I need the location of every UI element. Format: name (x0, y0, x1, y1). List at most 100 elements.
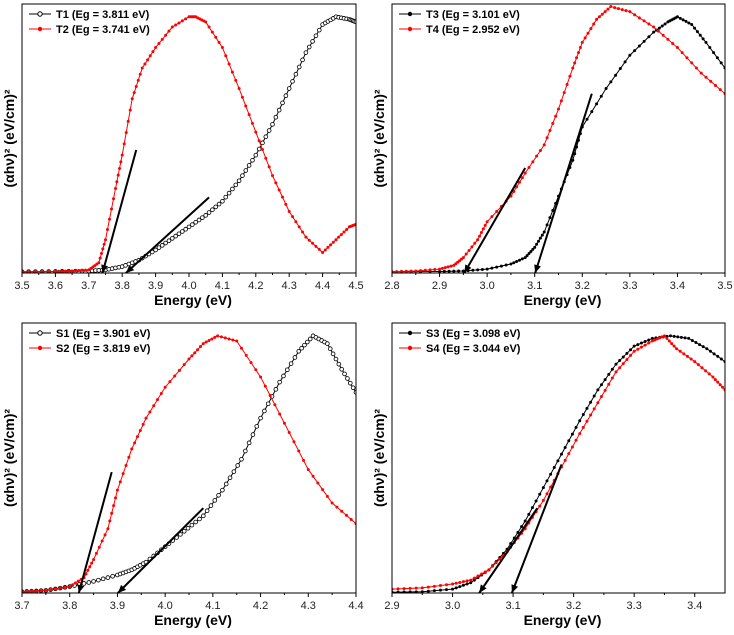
data-point (116, 173, 120, 177)
data-point (607, 372, 611, 376)
series-line-2 (22, 335, 356, 593)
data-point (669, 334, 673, 338)
data-point (718, 383, 722, 387)
data-point (345, 227, 349, 231)
data-point (259, 375, 263, 379)
x-tick-label: 4.4 (348, 600, 363, 612)
data-point (476, 574, 480, 578)
data-point (589, 400, 593, 404)
data-point (267, 165, 271, 169)
eg-arrow-icon (534, 264, 541, 273)
data-point (678, 16, 682, 20)
data-point (709, 79, 713, 83)
data-point (220, 46, 224, 50)
data-point (220, 487, 225, 493)
data-point (665, 336, 669, 340)
data-point (97, 261, 101, 265)
data-point (610, 376, 614, 380)
data-point (200, 215, 205, 220)
data-point (110, 511, 114, 515)
data-point (316, 27, 322, 33)
data-point (271, 174, 274, 178)
data-point (240, 173, 245, 178)
data-point (287, 431, 291, 435)
data-point (535, 242, 539, 246)
data-point (485, 220, 489, 224)
data-point (296, 348, 302, 354)
data-point (483, 223, 487, 227)
data-point (637, 44, 641, 48)
data-point (156, 398, 160, 402)
data-point (485, 267, 489, 271)
chart-panel-4: 2.9 3.0 3.1 3.2 3.3 3.4 Energy (eV) (αhν)² (eV/… (371, 322, 726, 628)
series-line-2 (22, 16, 356, 273)
data-point (542, 230, 546, 234)
data-point (408, 590, 412, 593)
x-tick-label: 3.9 (148, 280, 163, 292)
data-point (613, 6, 617, 10)
data-point (342, 230, 346, 234)
data-point (253, 152, 259, 158)
data-point (599, 395, 603, 399)
data-point (201, 342, 205, 346)
data-point (402, 590, 406, 593)
data-point (160, 37, 164, 41)
data-point (660, 24, 664, 28)
data-point (135, 435, 139, 439)
data-point (672, 344, 676, 348)
data-point (581, 425, 585, 429)
data-point (88, 565, 92, 569)
data-point (33, 270, 37, 273)
fit-line-1 (510, 464, 563, 594)
data-point (440, 266, 444, 270)
data-point (339, 366, 344, 372)
data-point (273, 387, 279, 392)
data-point (452, 269, 456, 273)
data-point (265, 401, 271, 407)
series-line-2 (392, 6, 725, 273)
data-point (216, 201, 222, 207)
data-point (159, 243, 165, 248)
data-point (63, 585, 67, 589)
data-point (101, 247, 105, 251)
data-point (329, 243, 333, 247)
data-point (479, 231, 483, 235)
x-tick-label: 3.2 (575, 280, 590, 292)
data-point (264, 156, 268, 160)
data-point (512, 536, 516, 540)
data-point (432, 589, 436, 593)
x-tick-label: 3.7 (81, 280, 96, 292)
data-point (671, 41, 675, 45)
data-point (444, 583, 448, 587)
data-point (581, 413, 585, 417)
data-point (700, 366, 704, 370)
data-point (545, 136, 549, 140)
fit-line-1 (117, 507, 205, 594)
data-point (636, 347, 640, 351)
series-line-1 (22, 335, 356, 593)
data-point (461, 256, 465, 260)
data-point (592, 407, 596, 411)
data-point (148, 54, 152, 58)
data-point (414, 590, 418, 593)
data-point (545, 479, 549, 483)
data-point (63, 269, 67, 273)
data-point (138, 428, 142, 432)
data-point (230, 70, 234, 74)
data-point (224, 54, 228, 58)
data-point (690, 22, 694, 26)
data-point (311, 241, 315, 245)
data-point (633, 49, 637, 53)
data-point (223, 194, 229, 200)
data-point (690, 61, 694, 65)
data-point (237, 87, 241, 91)
legend-label: S1 (Eg = 3.901 eV) (56, 328, 151, 340)
data-point (330, 351, 336, 357)
data-point (249, 361, 253, 365)
data-point (281, 195, 285, 199)
x-tick-label: 3.7 (14, 600, 29, 612)
data-point (186, 224, 192, 230)
data-point (701, 345, 705, 349)
data-point (472, 578, 476, 582)
